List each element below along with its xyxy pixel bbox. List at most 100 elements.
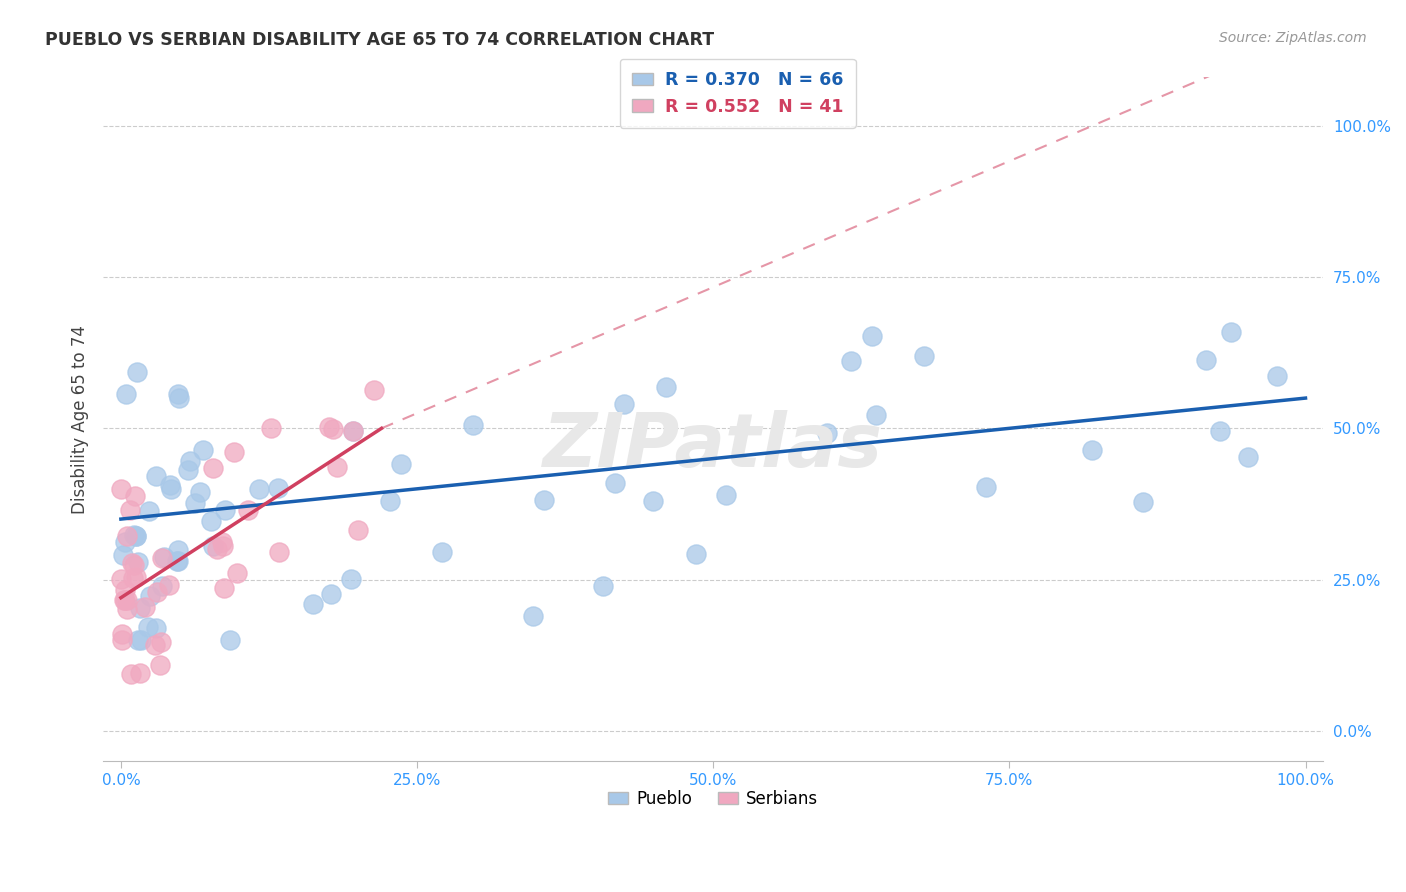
Point xyxy=(380,493,402,508)
Point xyxy=(129,633,152,648)
Point xyxy=(865,408,887,422)
Point xyxy=(214,502,236,516)
Point xyxy=(138,589,160,603)
Point xyxy=(225,566,247,581)
Point xyxy=(860,328,883,343)
Point xyxy=(267,481,290,495)
Point xyxy=(166,386,188,401)
Point xyxy=(188,485,211,500)
Point xyxy=(342,424,364,438)
Point xyxy=(122,528,145,542)
Point xyxy=(124,489,146,503)
Point xyxy=(269,545,291,559)
Point xyxy=(974,480,997,494)
Point xyxy=(125,365,148,379)
Point xyxy=(149,635,172,649)
Point xyxy=(121,556,143,570)
Point xyxy=(120,502,142,516)
Point xyxy=(120,667,142,681)
Point xyxy=(430,545,453,559)
Point xyxy=(127,555,149,569)
Point xyxy=(167,553,190,567)
Point xyxy=(153,550,176,565)
Point xyxy=(200,514,222,528)
Point xyxy=(111,626,134,640)
Point xyxy=(302,597,325,611)
Point xyxy=(115,602,138,616)
Point xyxy=(714,488,737,502)
Point xyxy=(128,665,150,680)
Point xyxy=(912,349,935,363)
Point xyxy=(159,483,181,497)
Point xyxy=(1081,443,1104,458)
Point xyxy=(191,443,214,458)
Point xyxy=(149,657,172,672)
Point xyxy=(1132,494,1154,508)
Point xyxy=(325,460,347,475)
Point xyxy=(167,391,190,405)
Legend: Pueblo, Serbians: Pueblo, Serbians xyxy=(602,783,825,814)
Point xyxy=(114,534,136,549)
Point xyxy=(159,477,181,491)
Point xyxy=(247,482,270,496)
Text: ZIPatlas: ZIPatlas xyxy=(543,410,883,483)
Point xyxy=(685,548,707,562)
Point xyxy=(218,633,240,648)
Point xyxy=(201,539,224,553)
Point xyxy=(115,593,138,607)
Point xyxy=(1220,326,1243,340)
Point xyxy=(839,354,862,368)
Point xyxy=(152,550,174,565)
Point xyxy=(127,633,149,648)
Point xyxy=(143,638,166,652)
Point xyxy=(347,523,370,537)
Point xyxy=(125,529,148,543)
Point xyxy=(177,462,200,476)
Point xyxy=(115,387,138,401)
Point xyxy=(125,569,148,583)
Point xyxy=(134,600,156,615)
Point xyxy=(166,553,188,567)
Point xyxy=(138,620,160,634)
Point xyxy=(319,587,342,601)
Point xyxy=(260,421,283,435)
Point xyxy=(111,633,134,648)
Point xyxy=(322,421,344,435)
Text: PUEBLO VS SERBIAN DISABILITY AGE 65 TO 74 CORRELATION CHART: PUEBLO VS SERBIAN DISABILITY AGE 65 TO 7… xyxy=(45,31,714,49)
Point xyxy=(522,608,544,623)
Point xyxy=(157,578,180,592)
Y-axis label: Disability Age 65 to 74: Disability Age 65 to 74 xyxy=(72,325,89,514)
Point xyxy=(222,444,245,458)
Point xyxy=(655,379,678,393)
Point xyxy=(201,461,224,475)
Point xyxy=(145,621,167,635)
Point xyxy=(318,420,340,434)
Point xyxy=(211,535,233,549)
Text: Source: ZipAtlas.com: Source: ZipAtlas.com xyxy=(1219,31,1367,45)
Point xyxy=(114,593,136,607)
Point xyxy=(146,585,169,599)
Point xyxy=(1265,368,1288,383)
Point xyxy=(207,541,229,556)
Point xyxy=(128,600,150,615)
Point xyxy=(342,424,364,438)
Point xyxy=(167,543,190,558)
Point xyxy=(613,397,636,411)
Point xyxy=(184,496,207,510)
Point xyxy=(179,454,201,468)
Point xyxy=(110,482,132,496)
Point xyxy=(110,572,132,586)
Point xyxy=(122,558,145,572)
Point xyxy=(122,571,145,585)
Point xyxy=(117,529,139,543)
Point xyxy=(603,476,626,491)
Point xyxy=(592,579,614,593)
Point xyxy=(339,572,361,586)
Point xyxy=(112,593,135,607)
Point xyxy=(212,582,235,596)
Point xyxy=(1237,450,1260,465)
Point xyxy=(643,494,665,508)
Point xyxy=(114,583,136,598)
Point xyxy=(138,504,160,518)
Point xyxy=(125,529,148,543)
